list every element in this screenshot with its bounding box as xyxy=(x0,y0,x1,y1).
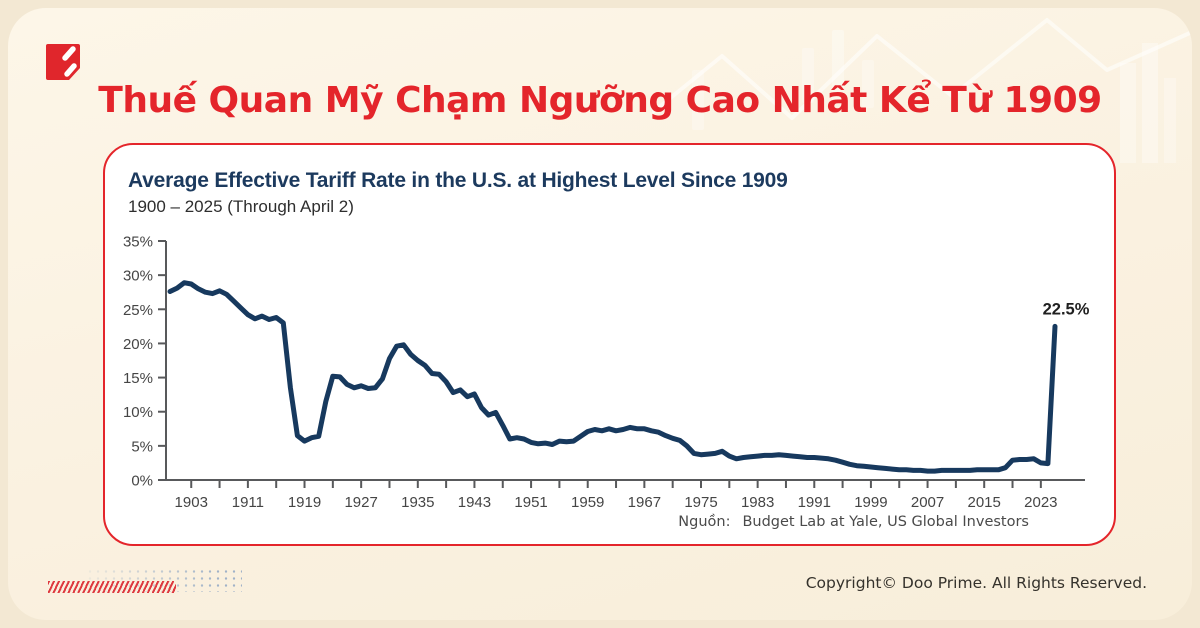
svg-text:1959: 1959 xyxy=(571,494,604,511)
svg-text:1903: 1903 xyxy=(175,494,208,511)
svg-text:1911: 1911 xyxy=(232,494,264,511)
page-title: Thuế Quan Mỹ Chạm Ngưỡng Cao Nhất Kể Từ … xyxy=(98,80,1102,121)
svg-text:30%: 30% xyxy=(123,268,153,285)
svg-text:1991: 1991 xyxy=(798,494,831,511)
chart-title: Average Effective Tariff Rate in the U.S… xyxy=(128,169,788,192)
source-text: Budget Lab at Yale, US Global Investors xyxy=(742,514,1029,530)
svg-text:1967: 1967 xyxy=(628,494,661,511)
source-line: Nguồn: Budget Lab at Yale, US Global Inve… xyxy=(678,514,1029,530)
svg-text:5%: 5% xyxy=(131,438,153,455)
copyright-text: Copyright© Doo Prime. All Rights Reserve… xyxy=(805,574,1147,592)
svg-text:2015: 2015 xyxy=(968,494,1001,511)
svg-text:20%: 20% xyxy=(123,336,153,353)
svg-text:1919: 1919 xyxy=(288,494,321,511)
svg-text:2023: 2023 xyxy=(1024,494,1057,511)
svg-text:35%: 35% xyxy=(123,234,153,251)
peak-annotation: 22.5% xyxy=(1043,300,1090,318)
svg-text:25%: 25% xyxy=(123,302,153,319)
svg-text:1999: 1999 xyxy=(854,494,887,511)
source-label: Nguồn: xyxy=(678,514,731,530)
svg-text:15%: 15% xyxy=(123,370,153,387)
svg-text:1951: 1951 xyxy=(514,494,547,511)
doo-prime-logo xyxy=(46,44,82,87)
svg-text:1975: 1975 xyxy=(684,494,717,511)
chart-card: Average Effective Tariff Rate in the U.S… xyxy=(103,143,1116,546)
doo-prime-logo-icon xyxy=(46,44,80,80)
svg-text:10%: 10% xyxy=(123,404,153,421)
svg-text:1935: 1935 xyxy=(401,494,434,511)
chart-subtitle: 1900 – 2025 (Through April 2) xyxy=(128,197,354,216)
hatch-bar-decoration xyxy=(48,581,176,593)
svg-text:0%: 0% xyxy=(131,473,153,490)
svg-text:1927: 1927 xyxy=(344,494,377,511)
svg-text:1983: 1983 xyxy=(741,494,774,511)
tariff-line-chart: 0% 5% 10% 15% 20% 25% 30% 35% 1903 1911 1919 1927 19… xyxy=(120,221,1100,521)
svg-text:1943: 1943 xyxy=(458,494,491,511)
svg-text:2007: 2007 xyxy=(911,494,944,511)
background-panel: Thuế Quan Mỹ Chạm Ngưỡng Cao Nhất Kể Từ … xyxy=(8,8,1192,620)
